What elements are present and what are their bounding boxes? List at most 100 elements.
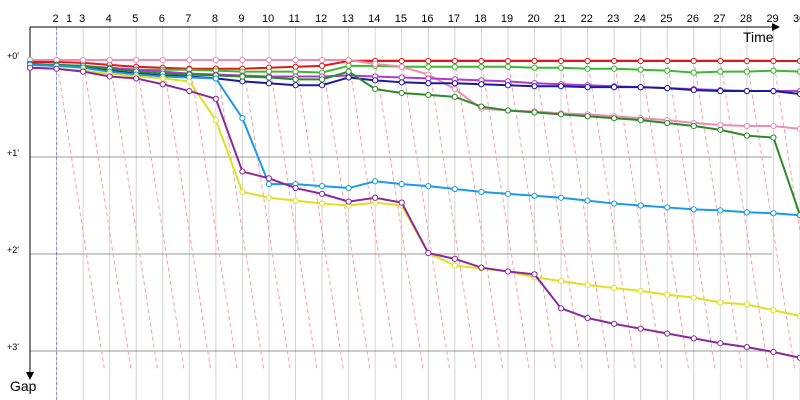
data-point [451,63,458,70]
data-point [26,64,34,71]
x-tick-label: 14 [368,13,380,25]
data-point [743,68,750,75]
data-point [770,67,777,74]
lap-guide-line [640,59,690,371]
data-point [504,268,512,275]
lap-guides [56,59,800,371]
x-tick-label: 25 [660,13,672,25]
data-point [664,330,671,337]
data-point [743,87,750,95]
data-point [531,83,538,90]
x-tick-label: 13 [342,13,354,25]
data-point [717,340,724,347]
x-tick-label: 23 [607,13,619,25]
series-line [30,59,800,70]
data-point [717,207,724,214]
data-point [796,212,800,219]
data-point [159,56,166,64]
lap-guide-line [613,59,663,371]
lap-guide-line [188,59,238,371]
x-tick-label: 11 [289,13,300,25]
data-point [611,284,618,292]
data-point [557,83,565,90]
series-layer [26,56,800,361]
data-point [478,63,485,70]
data-point [318,82,326,89]
data-point [186,78,193,85]
series-line [29,66,800,318]
data-point [504,190,512,197]
data-point [265,181,273,188]
data-point [318,56,326,64]
data-point [186,56,193,64]
data-point [425,63,432,70]
data-point [690,69,697,76]
x-tick-label: 20 [527,13,539,25]
data-point [717,299,724,306]
lap-guide-line [135,59,185,371]
series-line [30,59,800,130]
data-point [796,354,800,361]
data-point [425,249,432,257]
data-point [584,314,591,322]
data-point [292,197,299,204]
x-tick-label: 26 [687,13,699,25]
data-point [398,199,405,206]
data-point [664,204,671,211]
y-tick-labels: +0' +1' +2' +3' [7,51,19,352]
data-point [531,57,538,65]
data-point [265,194,273,201]
data-point [478,264,485,271]
data-point [239,168,246,175]
x-tick-label: 4 [106,13,112,25]
data-point [557,305,565,312]
data-point [796,312,800,320]
x-tick-label: 28 [740,13,752,25]
data-point [159,75,166,82]
data-point [664,67,671,74]
data-point [531,192,538,199]
data-point [80,56,87,64]
data-point [796,68,800,75]
data-point [292,82,299,89]
data-point [345,56,352,64]
data-point [212,117,219,124]
data-point [398,79,405,86]
x-tick-label: 19 [501,13,513,25]
data-point [425,57,432,65]
data-point [770,134,777,141]
data-point [611,57,618,65]
x-tick-label: 10 [262,13,274,25]
data-point [239,73,246,80]
data-point [796,57,800,65]
data-point [265,80,273,87]
data-point [451,80,458,87]
x-axis-arrow [772,23,780,31]
lap-guide-line [241,59,291,371]
data-point [345,74,352,81]
data-point [531,271,538,278]
x-tick-label: 17 [448,13,460,25]
data-point [557,57,565,65]
data-point [292,184,299,192]
data-point [239,56,246,64]
lap-guide-line [215,59,265,371]
x-tick-label: 16 [421,13,433,25]
data-point [664,119,671,127]
data-point [717,87,724,95]
data-point [584,197,591,204]
data-point [318,200,326,207]
x-tick-label: 15 [395,13,407,25]
data-point [504,107,512,114]
data-point [451,57,458,65]
data-point [451,185,458,193]
x-tick-label: 9 [238,13,244,25]
x-tick-label: 24 [634,13,646,25]
data-point [743,122,750,130]
data-point [372,178,379,185]
data-point [557,64,565,71]
data-point [478,81,485,88]
data-point [743,344,750,351]
y-axis-arrow [26,372,34,380]
data-point [584,84,591,91]
